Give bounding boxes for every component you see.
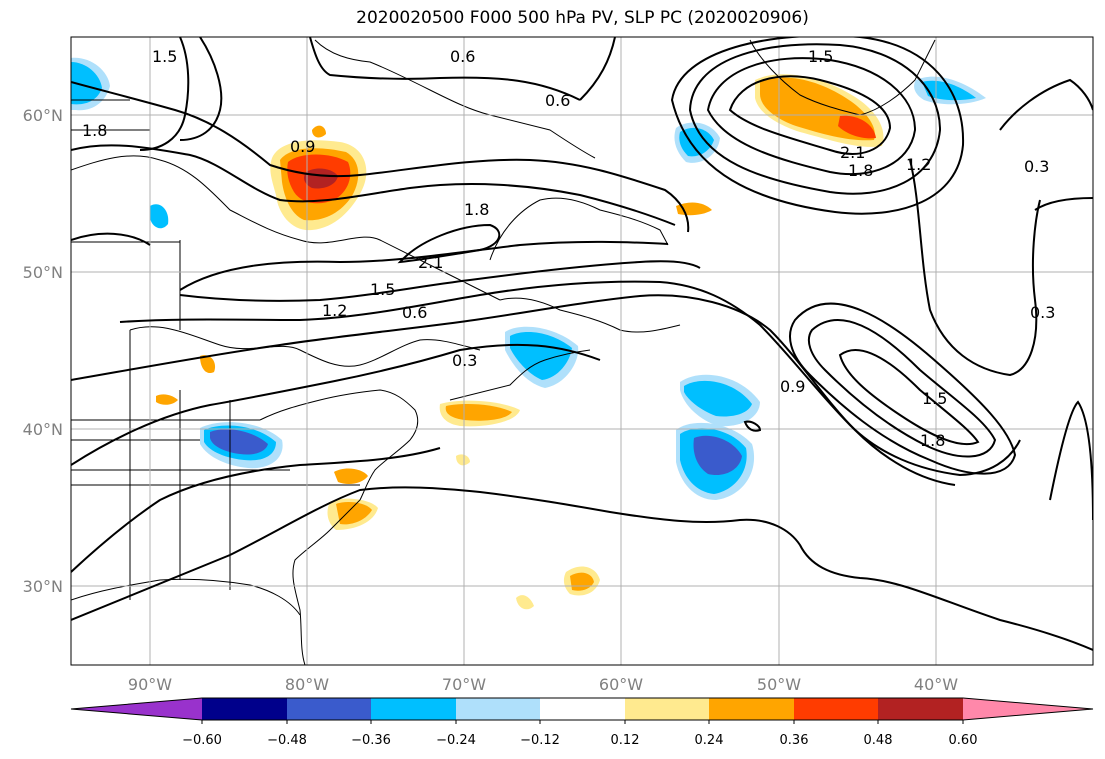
- colorbar-tick-label: 0.12: [611, 733, 640, 748]
- colorbar-segment: [540, 698, 625, 720]
- lat-tick-labels: 60°N 50°N 40°N 30°N: [23, 106, 63, 596]
- lon-tick-label: 80°W: [285, 675, 329, 694]
- contour-label: 1.8: [464, 200, 489, 219]
- colorbar-tick-label: −0.12: [520, 733, 560, 748]
- contour-label: 1.8: [920, 431, 945, 450]
- contour-label: 2.1: [418, 253, 443, 272]
- colorbar-segment: [371, 698, 456, 720]
- contour-label: 0.3: [1030, 303, 1055, 322]
- colorbar-segment: [202, 698, 287, 720]
- pv-contours: [71, 37, 1093, 651]
- contour-labels: 0.6 0.6 0.9 1.8 1.8 2.1 1.5 1.2 0.6 0.3 …: [82, 47, 1055, 450]
- colorbar-segment: [71, 698, 202, 720]
- colorbar-tick-label: 0.48: [864, 733, 893, 748]
- contour-label: 0.6: [545, 91, 570, 110]
- contour-label: 0.6: [402, 303, 427, 322]
- colorbar-segment: [794, 698, 878, 720]
- colorbar-segment: [709, 698, 794, 720]
- colorbar-tick-label: −0.48: [267, 733, 307, 748]
- lon-tick-label: 40°W: [914, 675, 958, 694]
- contour-label: 0.3: [1024, 157, 1049, 176]
- coastlines: [71, 39, 936, 665]
- colorbar-segment: [625, 698, 709, 720]
- contour-label: 0.6: [450, 47, 475, 66]
- lon-tick-label: 50°W: [757, 675, 801, 694]
- contour-label: 1.5: [370, 280, 395, 299]
- colorbar-tick-label: −0.36: [351, 733, 391, 748]
- contour-label: 2.1: [840, 143, 865, 162]
- map-title: 2020020500 F000 500 hPa PV, SLP PC (2020…: [356, 8, 809, 28]
- colorbar-segment: [456, 698, 540, 720]
- colorbar-segment: [878, 698, 963, 720]
- lat-tick-label: 40°N: [23, 420, 63, 439]
- contour-label: 1.5: [808, 47, 833, 66]
- contour-label: 1.5: [152, 47, 177, 66]
- contour-label: 0.3: [452, 351, 477, 370]
- lat-tick-label: 50°N: [23, 263, 63, 282]
- contour-label: 1.2: [322, 301, 347, 320]
- lon-tick-labels: 90°W 80°W 70°W 60°W 50°W 40°W: [128, 675, 958, 694]
- colorbar-segment: [963, 698, 1093, 720]
- colorbar-tick-label: −0.60: [182, 733, 222, 748]
- colorbar-segment: [287, 698, 371, 720]
- lon-tick-label: 60°W: [599, 675, 643, 694]
- lon-tick-label: 70°W: [442, 675, 486, 694]
- map-frame: [70, 36, 1094, 666]
- colorbar: [70, 697, 1094, 724]
- lat-tick-label: 30°N: [23, 577, 63, 596]
- colorbar-ticks: −0.60 −0.48 −0.36 −0.24 −0.12 0.12 0.24 …: [182, 733, 977, 748]
- lat-tick-label: 60°N: [23, 106, 63, 125]
- colorbar-tick-label: 0.60: [949, 733, 978, 748]
- contour-label: 0.9: [780, 377, 805, 396]
- contour-label: 1.8: [82, 121, 107, 140]
- colorbar-tick-label: 0.24: [695, 733, 724, 748]
- contour-label: 1.8: [848, 161, 873, 180]
- colorbar-tick-label: −0.24: [436, 733, 476, 748]
- contour-label: 0.9: [290, 137, 315, 156]
- contour-label: 1.2: [906, 155, 931, 174]
- colorbar-tick-label: 0.36: [780, 733, 809, 748]
- contour-label: 1.5: [922, 389, 947, 408]
- lon-tick-label: 90°W: [128, 675, 172, 694]
